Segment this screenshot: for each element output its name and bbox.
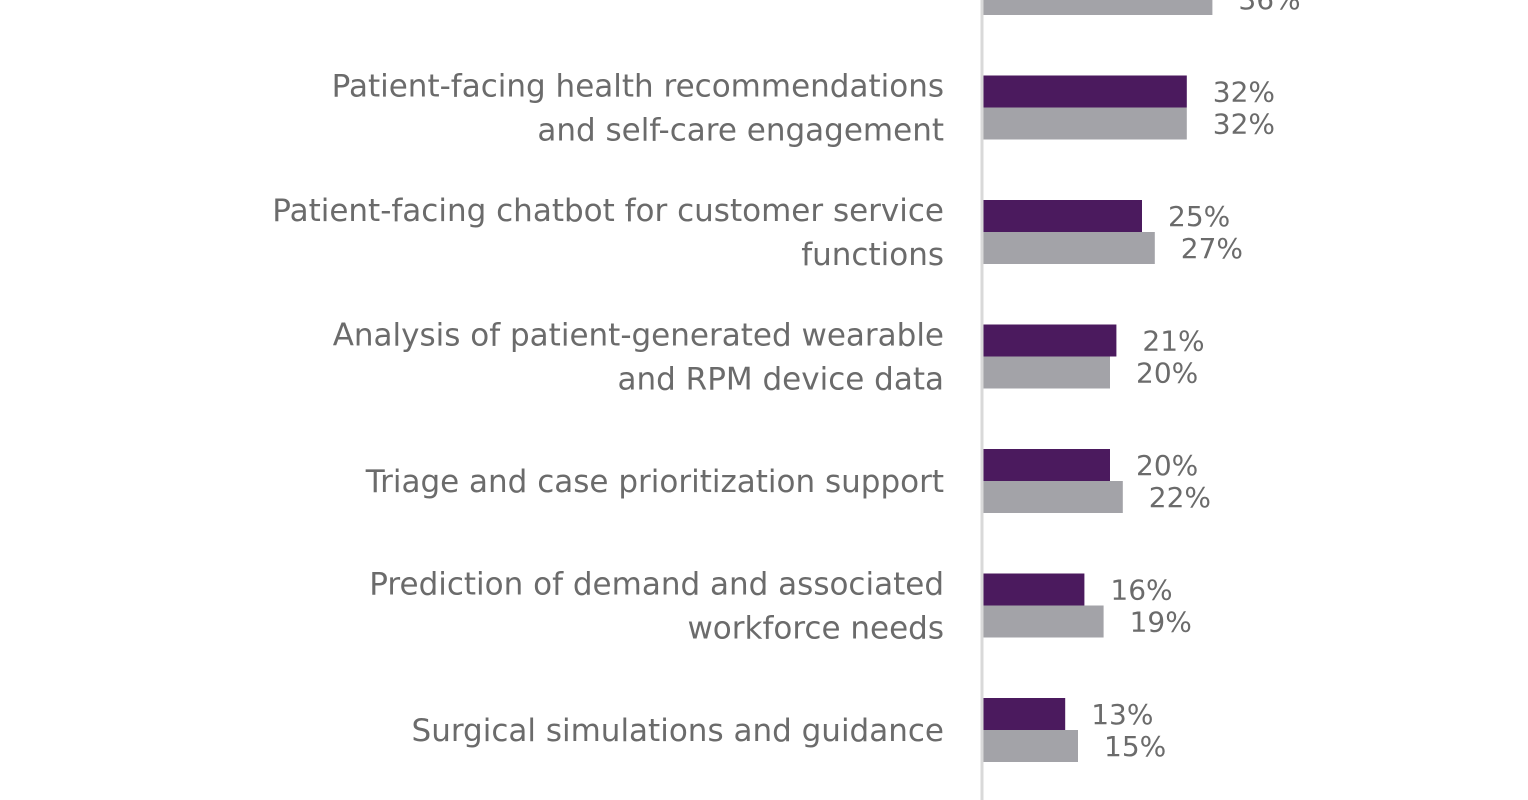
- data-label: 22%: [1149, 481, 1211, 514]
- category-label-line: functions: [801, 237, 944, 273]
- category-label-line: treatment outcomes: [626, 0, 944, 2]
- category-label-line: Surgical simulations and guidance: [412, 713, 944, 749]
- category-label-line: Analysis of patient-generated wearable: [333, 318, 944, 354]
- bar-series-1: [982, 449, 1110, 481]
- bar-series-2: [982, 107, 1187, 140]
- category-label: treatment outcomes: [626, 0, 944, 2]
- bar-series-1: [982, 698, 1066, 730]
- category-label-line: and RPM device data: [617, 362, 944, 398]
- data-label: 19%: [1130, 606, 1192, 639]
- data-label: 13%: [1091, 698, 1153, 731]
- bar-series-2: [982, 356, 1110, 389]
- data-label: 15%: [1104, 730, 1166, 763]
- data-label: 27%: [1181, 232, 1243, 265]
- bar-series-1: [982, 324, 1117, 357]
- data-label: 36%: [1238, 0, 1300, 16]
- category-label-line: Patient-facing health recommendations: [332, 69, 944, 105]
- category-label: Patient-facing health recommendations and…: [332, 69, 944, 149]
- data-label: 32%: [1213, 108, 1275, 141]
- bar-series-2: [982, 0, 1213, 15]
- bar-series-2: [982, 730, 1078, 762]
- category-label-line: Triage and case prioritization support: [365, 464, 944, 500]
- category-label-line: and self-care engagement: [537, 113, 944, 149]
- category-label: Surgical simulations and guidance: [412, 713, 944, 749]
- category-label: Triage and case prioritization support: [365, 464, 944, 500]
- category-label: Patient-facing chatbot for customer serv…: [272, 193, 944, 273]
- data-label: 20%: [1136, 357, 1198, 390]
- bar-series-1: [982, 75, 1187, 108]
- category-label-line: workforce needs: [687, 611, 944, 647]
- data-label: 21%: [1142, 325, 1204, 358]
- data-label: 25%: [1168, 200, 1230, 233]
- bar-series-1: [982, 573, 1085, 606]
- bar-series-2: [982, 605, 1104, 638]
- category-label-line: Prediction of demand and associated: [369, 567, 944, 603]
- bar-series-2: [982, 232, 1155, 264]
- data-label: 32%: [1213, 76, 1275, 109]
- category-label: Prediction of demand and associated workf…: [369, 567, 944, 647]
- category-label-line: Patient-facing chatbot for customer serv…: [272, 193, 944, 229]
- bar-series-1: [982, 200, 1142, 232]
- data-label: 16%: [1110, 574, 1172, 607]
- category-label: Analysis of patient-generated wearable an…: [333, 318, 944, 398]
- data-label: 20%: [1136, 449, 1198, 482]
- bar-series-2: [982, 481, 1123, 513]
